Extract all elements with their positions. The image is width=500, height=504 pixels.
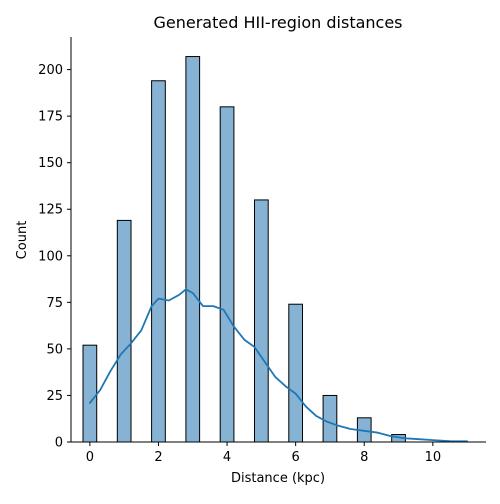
x-axis-label: Distance (kpc) xyxy=(231,471,325,486)
x-tick-label: 2 xyxy=(154,450,162,465)
y-tick-label: 150 xyxy=(38,156,63,171)
kde-line xyxy=(89,288,469,443)
y-axis-label: Count xyxy=(15,221,30,260)
histogram-bar xyxy=(288,303,304,443)
histogram-bar xyxy=(151,80,166,443)
x-tick-label: 10 xyxy=(425,450,442,465)
histogram-bar xyxy=(185,56,201,443)
y-tick-label: 25 xyxy=(46,389,63,404)
histogram-bar xyxy=(322,394,338,443)
y-tick-label: 175 xyxy=(38,110,63,125)
x-tick-label: 8 xyxy=(360,450,368,465)
histogram-bar xyxy=(219,106,235,443)
chart-title: Generated HII-region distances xyxy=(153,13,402,32)
y-tick-label: 100 xyxy=(38,249,63,264)
kde-layer xyxy=(89,288,469,443)
x-tick-label: 0 xyxy=(86,450,94,465)
histogram-bar xyxy=(253,199,269,443)
x-tick-label: 6 xyxy=(292,450,300,465)
y-tick-label: 0 xyxy=(55,436,63,451)
bars-layer xyxy=(82,56,406,443)
y-tick-label: 125 xyxy=(38,203,63,218)
x-tick-label: 4 xyxy=(223,450,231,465)
histogram-bar xyxy=(116,219,132,443)
y-tick-label: 200 xyxy=(38,63,63,78)
y-tick-label: 50 xyxy=(46,342,63,357)
y-tick-label: 75 xyxy=(46,296,63,311)
histogram-bar xyxy=(82,344,98,443)
